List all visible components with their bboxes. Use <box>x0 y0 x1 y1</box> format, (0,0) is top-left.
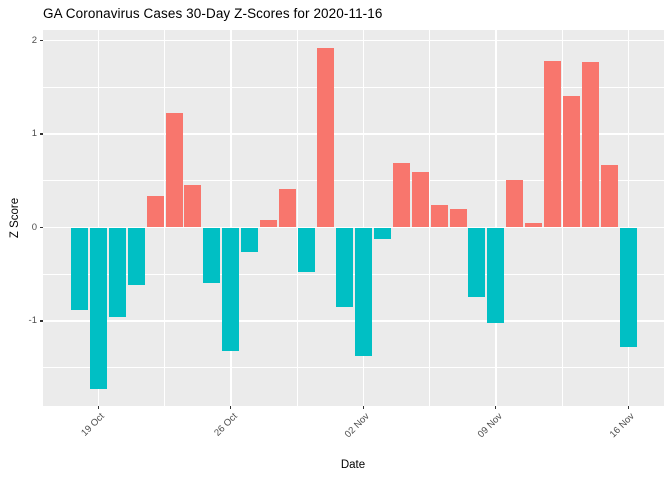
bar-07-nov <box>449 208 467 228</box>
x-tick-label: 16 Nov <box>608 411 638 441</box>
bar-15-nov <box>600 164 618 228</box>
x-tick-label: 26 Oct <box>212 411 240 439</box>
y-minor-gridline <box>43 367 664 369</box>
bar-10-nov <box>506 179 524 228</box>
bar-08-nov <box>468 227 486 297</box>
x-major-gridline <box>97 30 100 406</box>
y-tick-label: 2 <box>31 34 37 46</box>
x-tick-mark <box>230 406 232 409</box>
x-tick-label: 19 Oct <box>79 411 108 439</box>
x-tick-mark <box>362 406 364 409</box>
bar-21-oct <box>127 227 145 286</box>
y-major-gridline <box>43 133 664 135</box>
bar-20-oct <box>108 227 126 318</box>
y-axis-title: Z Score <box>9 197 21 239</box>
y-major-gridline <box>43 320 664 322</box>
x-major-gridline <box>230 30 232 406</box>
bar-05-nov <box>411 172 429 228</box>
x-major-gridline <box>495 30 497 406</box>
bar-31-oct <box>316 47 334 228</box>
y-tick-mark <box>40 133 43 135</box>
x-minor-gridline <box>561 30 563 406</box>
y-tick-label: 1 <box>31 128 37 139</box>
bar-02-nov <box>354 227 372 356</box>
y-tick-label: -1 <box>28 315 37 326</box>
bar-27-oct <box>241 227 259 252</box>
y-major-gridline <box>43 226 664 229</box>
x-tick-label: 09 Nov <box>475 411 505 441</box>
bar-23-oct <box>165 113 183 228</box>
x-minor-gridline <box>164 30 165 406</box>
bar-04-nov <box>392 162 410 228</box>
bar-06-nov <box>430 205 448 228</box>
bar-12-nov <box>544 61 562 228</box>
bar-11-nov <box>525 222 543 228</box>
bar-24-oct <box>184 185 202 228</box>
x-minor-gridline <box>429 30 430 406</box>
bar-14-nov <box>582 62 599 228</box>
bar-01-nov <box>335 227 353 307</box>
bar-29-oct <box>279 189 297 228</box>
bar-26-oct <box>222 227 240 351</box>
x-tick-mark <box>495 406 497 409</box>
x-axis-title: Date <box>340 459 366 471</box>
bar-30-oct <box>298 227 316 273</box>
x-tick-label: 02 Nov <box>343 411 373 441</box>
bar-28-oct <box>260 220 278 228</box>
x-tick-mark <box>627 406 629 409</box>
bar-16-nov <box>619 227 637 348</box>
y-tick-label: 0 <box>31 221 37 233</box>
bar-13-nov <box>563 95 581 228</box>
y-minor-gridline <box>43 86 664 88</box>
y-tick-mark <box>40 226 43 229</box>
y-tick-mark <box>40 39 43 42</box>
bar-19-oct <box>89 227 107 390</box>
x-major-gridline <box>627 30 630 406</box>
bar-09-nov <box>487 227 505 323</box>
y-minor-gridline <box>43 273 664 275</box>
bar-18-oct <box>70 227 88 310</box>
plot-panel <box>43 30 664 406</box>
y-tick-mark <box>40 320 43 322</box>
x-tick-mark <box>97 406 99 409</box>
bar-03-nov <box>373 227 391 239</box>
y-major-gridline <box>43 39 664 42</box>
y-minor-gridline <box>43 180 664 182</box>
bar-25-oct <box>203 227 221 283</box>
chart-title: GA Coronavirus Cases 30-Day Z-Scores for… <box>43 6 383 21</box>
x-major-gridline <box>362 30 365 406</box>
x-minor-gridline <box>296 30 298 406</box>
bar-22-oct <box>146 195 164 228</box>
